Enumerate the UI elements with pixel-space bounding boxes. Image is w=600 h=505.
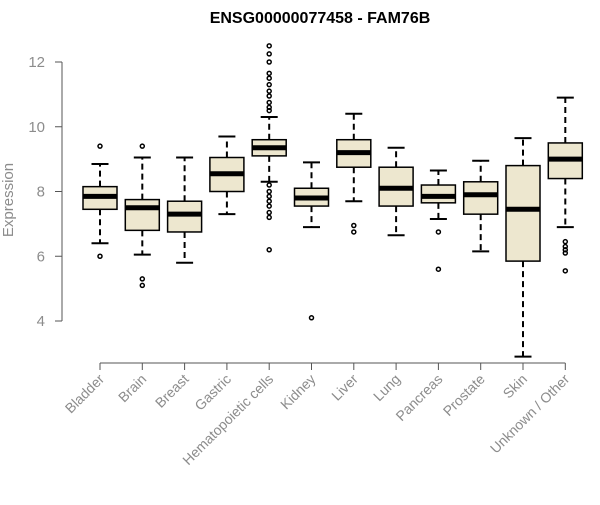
outlier-point [266, 182, 272, 188]
box-hematopoietic-cells [251, 43, 287, 253]
outlier-point [266, 59, 272, 65]
outlier-point [266, 188, 272, 195]
outlier-point [139, 282, 146, 289]
x-tick-label: Kidney [277, 371, 319, 413]
x-tick-label: Skin [500, 371, 531, 402]
outlier-point [266, 70, 272, 77]
outlier-point [139, 276, 146, 282]
outlier-point [562, 250, 569, 256]
iqr-box [462, 181, 499, 215]
outlier-point [266, 88, 272, 94]
box-lung [378, 146, 414, 237]
outlier-point [266, 43, 272, 49]
y-tick-label: 8 [37, 184, 45, 201]
outlier-point [351, 229, 357, 235]
y-axis-label: Expression [0, 163, 17, 237]
outlier-point [308, 315, 315, 321]
outlier-point [266, 81, 272, 88]
x-tick-label: Liver [328, 371, 361, 404]
box-prostate [462, 159, 499, 253]
box-bladder [82, 143, 118, 259]
iqr-box [505, 164, 541, 262]
outlier-point [266, 107, 272, 114]
outlier-point [266, 214, 272, 221]
y-tick-label: 4 [37, 313, 45, 330]
iqr-box [124, 198, 161, 232]
outlier-point [562, 238, 569, 245]
box-skin [505, 137, 541, 358]
outlier-point [97, 143, 103, 149]
outlier-point [562, 247, 569, 253]
box-liver [336, 112, 372, 235]
box-breast [166, 156, 203, 264]
outlier-point [351, 222, 357, 229]
x-tick-label: Brain [115, 371, 149, 405]
outlier-point [97, 253, 103, 259]
boxes [82, 43, 584, 358]
x-tick-label: Lung [370, 371, 403, 404]
chart-title: ENSG00000077458 - FAM76B [210, 10, 431, 27]
box-pancreas [420, 169, 457, 272]
y-axis: 4 6 8 10 12 [28, 54, 63, 330]
outlier-point [562, 268, 569, 274]
x-tick-label: Bladder [62, 371, 108, 417]
outlier-point [562, 243, 569, 250]
outlier-point [266, 75, 272, 81]
outlier-point [435, 229, 442, 235]
x-tick-label: Unknown / Other [487, 371, 573, 457]
outlier-point [266, 93, 272, 99]
box-brain [124, 143, 161, 289]
outlier-point [266, 247, 272, 253]
outlier-point [266, 209, 272, 216]
outlier-point [266, 99, 272, 106]
y-tick-label: 12 [28, 54, 45, 71]
outlier-point [139, 143, 146, 149]
box-kidney [293, 161, 330, 321]
outlier-point [435, 266, 442, 272]
outlier-point [266, 198, 272, 204]
x-tick-label: Breast [152, 371, 192, 411]
box-gastric [209, 135, 245, 216]
y-tick-label: 10 [28, 119, 45, 136]
box-unknown-other [547, 96, 584, 274]
outlier-point [266, 51, 272, 57]
x-tick-label: Prostate [440, 371, 488, 419]
outlier-point [266, 203, 272, 209]
outlier-point [266, 104, 272, 111]
x-tick-label: Pancreas [392, 371, 445, 424]
outlier-point [266, 193, 272, 200]
y-tick-label: 6 [37, 248, 45, 265]
